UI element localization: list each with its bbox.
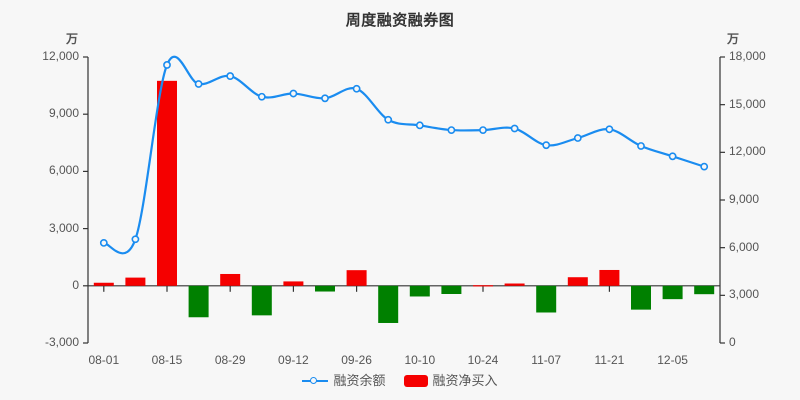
bar[interactable] bbox=[504, 283, 525, 286]
line-data-point-marker[interactable] bbox=[321, 94, 329, 103]
x-axis-tick-label: 11-07 bbox=[531, 353, 562, 367]
line-data-point-marker[interactable] bbox=[99, 238, 108, 247]
left-axis-tick-label: 6,000 bbox=[48, 163, 79, 178]
line-data-point-marker[interactable] bbox=[605, 125, 614, 134]
line-series-path bbox=[102, 55, 706, 255]
x-axis-tick-label: 08-01 bbox=[88, 353, 120, 367]
right-axis-tick-label: 18,000 bbox=[729, 49, 766, 63]
line-data-point-marker[interactable] bbox=[194, 80, 203, 88]
chart-legend: 融资余额 融资净买入 bbox=[0, 374, 800, 387]
right-axis-tick-label: 0 bbox=[729, 335, 736, 349]
x-axis-tick-label: 12-05 bbox=[657, 353, 688, 367]
line-data-point-marker[interactable] bbox=[637, 142, 645, 150]
right-axis-unit-label: 万 bbox=[727, 32, 740, 46]
bar[interactable] bbox=[473, 285, 493, 287]
line-data-point-marker[interactable] bbox=[226, 72, 235, 80]
right-axis-tick-label: 6,000 bbox=[729, 239, 760, 254]
right-axis-tick-label: 3,000 bbox=[729, 287, 760, 302]
left-axis-tick-label: 0 bbox=[72, 277, 79, 292]
line-data-point-marker[interactable] bbox=[573, 134, 582, 142]
x-axis-tick-label: 08-29 bbox=[214, 353, 246, 367]
legend-bar-swatch-icon bbox=[403, 374, 428, 387]
bar[interactable] bbox=[251, 285, 272, 316]
line-data-point-marker[interactable] bbox=[257, 92, 266, 101]
left-axis-tick-label: 12,000 bbox=[42, 49, 79, 63]
legend-label: 融资余额 bbox=[333, 373, 386, 388]
bar[interactable] bbox=[662, 285, 683, 300]
line-data-point-marker[interactable] bbox=[447, 126, 456, 134]
line-data-point-marker[interactable] bbox=[510, 124, 519, 133]
bar[interactable] bbox=[694, 285, 715, 295]
bar[interactable] bbox=[93, 282, 114, 286]
left-axis-tick-label: 9,000 bbox=[48, 106, 79, 121]
bar[interactable] bbox=[567, 277, 588, 286]
legend-item-bar[interactable]: 融资净买入 bbox=[403, 373, 498, 388]
line-data-point-marker[interactable] bbox=[668, 152, 677, 161]
right-axis-tick-label: 15,000 bbox=[729, 96, 766, 111]
legend-line-marker-icon bbox=[302, 375, 329, 387]
right-axis-tick-label: 12,000 bbox=[729, 144, 766, 159]
left-axis-tick-label: 3,000 bbox=[48, 220, 79, 235]
line-data-point-marker[interactable] bbox=[163, 61, 171, 69]
legend-item-line[interactable]: 融资余额 bbox=[302, 373, 386, 388]
line-data-point-marker[interactable] bbox=[352, 84, 361, 93]
bar[interactable] bbox=[315, 285, 335, 292]
left-axis-tick-label: -3,000 bbox=[44, 335, 79, 349]
left-axis-unit-label: 万 bbox=[66, 32, 79, 46]
line-data-point-marker[interactable] bbox=[479, 126, 487, 134]
bar[interactable] bbox=[188, 285, 209, 318]
bar[interactable] bbox=[346, 270, 367, 286]
bar[interactable] bbox=[409, 285, 430, 297]
right-axis-tick-label: 9,000 bbox=[729, 192, 760, 206]
bar[interactable] bbox=[157, 80, 177, 286]
line-data-point-marker[interactable] bbox=[384, 115, 393, 124]
x-axis-tick-label: 10-24 bbox=[467, 353, 499, 367]
line-data-point-marker[interactable] bbox=[542, 141, 551, 150]
x-axis-tick-label: 09-26 bbox=[341, 353, 372, 367]
x-axis-tick-label: 09-12 bbox=[278, 353, 309, 367]
bar[interactable] bbox=[599, 269, 620, 286]
x-axis-tick-label: 08-15 bbox=[151, 353, 183, 367]
legend-label: 融资净买入 bbox=[432, 373, 498, 388]
line-data-point-marker[interactable] bbox=[131, 235, 140, 244]
line-data-point-marker[interactable] bbox=[415, 121, 424, 130]
chart-title: 周度融资融券图 bbox=[345, 12, 455, 29]
bar[interactable] bbox=[125, 277, 146, 286]
bar[interactable] bbox=[220, 273, 241, 286]
line-data-point-marker[interactable] bbox=[700, 162, 709, 171]
bar[interactable] bbox=[536, 285, 557, 313]
bar[interactable] bbox=[441, 285, 462, 294]
bar[interactable] bbox=[631, 285, 651, 310]
x-axis-tick-label: 10-10 bbox=[404, 353, 436, 367]
bar[interactable] bbox=[378, 285, 399, 323]
bar[interactable] bbox=[283, 281, 304, 286]
x-axis-tick-label: 11-21 bbox=[594, 353, 625, 367]
line-data-point-marker[interactable] bbox=[289, 89, 298, 98]
